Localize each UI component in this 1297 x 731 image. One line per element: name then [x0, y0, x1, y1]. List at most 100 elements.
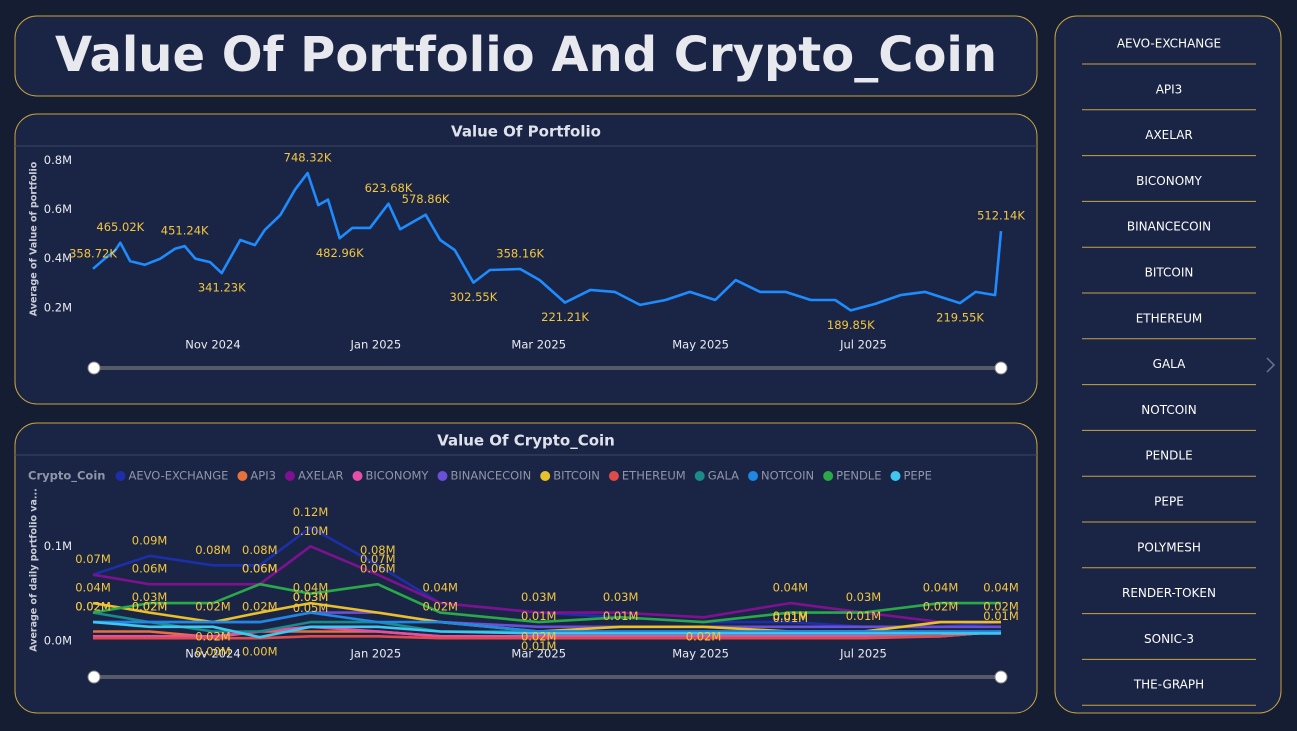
legend-label[interactable]: AXELAR: [298, 469, 344, 483]
slider-handle[interactable]: [994, 361, 1008, 375]
data-label: 0.04M: [422, 581, 458, 595]
data-label: 0.07M: [75, 552, 111, 566]
chart-title: Value Of Portfolio: [451, 123, 601, 141]
chevron[interactable]: [1266, 357, 1276, 373]
legend-title: Crypto_Coin: [28, 469, 105, 484]
title-panel: [14, 15, 1038, 97]
legend-swatch: [748, 471, 759, 481]
legend-label[interactable]: BICONOMY: [365, 469, 429, 483]
x-tick-label: Jan 2025: [350, 338, 402, 352]
slider-handle[interactable]: [87, 670, 101, 684]
data-label: 623.68K: [365, 181, 413, 195]
x-tick-label: May 2025: [672, 647, 729, 661]
data-label: 465.02K: [96, 220, 144, 234]
data-label: 0.02M: [923, 600, 959, 614]
slider-handle[interactable]: [87, 361, 101, 375]
slicer-item[interactable]: PENDLE: [1145, 449, 1192, 463]
data-label: 0.02M: [521, 630, 557, 644]
legend-label[interactable]: PENDLE: [836, 469, 881, 483]
data-label: 0.02M: [75, 600, 111, 614]
y-axis-label: Average of daily portfolio va...: [29, 488, 40, 651]
slicer-item[interactable]: NOTCOIN: [1141, 403, 1196, 417]
data-label: 0.01M: [521, 609, 557, 623]
data-line: [92, 545, 1001, 624]
data-line: [93, 630, 1002, 640]
legend-label[interactable]: AEVO-EXCHANGE: [128, 469, 228, 483]
data-label: 0.04M: [773, 581, 809, 595]
data-label: 0.06M: [132, 562, 168, 576]
data-label: 512.14K: [977, 209, 1025, 223]
y-tick-label: 0.1M: [44, 539, 72, 553]
data-label: 0.02M: [686, 630, 722, 644]
x-tick-label: Mar 2025: [511, 647, 566, 661]
legend-label[interactable]: API3: [250, 469, 276, 483]
data-label: 0.02M: [195, 600, 231, 614]
slicer-item[interactable]: SONIC-3: [1144, 632, 1194, 646]
legend-swatch: [694, 471, 705, 481]
data-label: 221.21K: [541, 310, 589, 324]
legend-label[interactable]: PEPE: [903, 469, 931, 483]
data-label: 0.08M: [242, 543, 278, 557]
data-label: 0.04M: [293, 581, 329, 595]
data-label: 358.72K: [69, 246, 117, 260]
x-tick-label: Nov 2024: [185, 338, 240, 352]
legend-label[interactable]: BITCOIN: [553, 469, 600, 483]
data-line: [92, 620, 1001, 639]
legend-swatch: [540, 471, 551, 481]
data-label: 0.04M: [923, 581, 959, 595]
chart-panel: [14, 113, 1038, 405]
data-label: 0.01M: [773, 611, 809, 625]
slicer-panel: [1054, 15, 1282, 714]
data-label: 0.03M: [846, 590, 882, 604]
legend-swatch: [284, 471, 295, 481]
slicer-item[interactable]: ETHEREUM: [1136, 311, 1203, 325]
slicer-item[interactable]: BICONOMY: [1136, 174, 1202, 188]
slicer-item[interactable]: GALA: [1153, 357, 1186, 371]
legend-swatch: [237, 471, 248, 481]
slider-handle[interactable]: [994, 670, 1008, 684]
data-label: 0.07M: [360, 552, 396, 566]
data-label: 0.02M: [983, 600, 1019, 614]
data-label: 0.06M: [242, 562, 278, 576]
slicer-item[interactable]: BITCOIN: [1145, 266, 1194, 280]
legend-swatch: [352, 471, 363, 481]
data-line: [93, 611, 1001, 633]
data-label: 0.01M: [983, 609, 1019, 623]
legend-label[interactable]: GALA: [708, 469, 739, 483]
data-label: 578.86K: [402, 192, 450, 206]
legend-label[interactable]: BINANCECOIN: [450, 469, 531, 483]
slicer-item[interactable]: POLYMESH: [1137, 540, 1201, 554]
legend-label[interactable]: NOTCOIN: [761, 469, 814, 483]
data-label: 0.03M: [132, 590, 168, 604]
data-label: 748.32K: [284, 151, 332, 165]
data-label: 0.02M: [195, 630, 231, 644]
slicer-item[interactable]: API3: [1156, 82, 1183, 96]
data-label: 0.00M: [195, 645, 231, 659]
x-tick-label: Jan 2025: [350, 647, 402, 661]
data-line: [92, 582, 1001, 624]
data-label: 0.02M: [75, 600, 111, 614]
x-tick-label: Jul 2025: [839, 647, 887, 661]
y-tick-label: 0.8M: [44, 153, 72, 167]
y-axis-label: Average of Value of portfolio: [29, 161, 40, 316]
data-label: 451.24K: [161, 224, 209, 238]
legend-swatch: [437, 471, 448, 481]
slicer-item[interactable]: PEPE: [1154, 495, 1184, 509]
legend-label[interactable]: ETHEREUM: [622, 469, 686, 483]
data-label: 0.03M: [293, 590, 329, 604]
data-label: 219.55K: [936, 311, 984, 325]
slicer-item[interactable]: AXELAR: [1145, 128, 1193, 142]
slicer-item[interactable]: BINANCECOIN: [1127, 220, 1211, 234]
data-label: 0.04M: [983, 581, 1019, 595]
slicer-item[interactable]: RENDER-TOKEN: [1122, 586, 1216, 600]
data-label: 0.02M: [242, 600, 278, 614]
data-label: 341.23K: [198, 281, 246, 295]
y-tick-label: 0.2M: [44, 300, 72, 314]
legend-swatch: [115, 471, 126, 481]
data-label: 0.01M: [846, 609, 882, 623]
slicer-item[interactable]: THE-GRAPH: [1133, 678, 1204, 692]
slicer-item[interactable]: AEVO-EXCHANGE: [1117, 37, 1221, 51]
x-tick-label: Jul 2025: [839, 338, 887, 352]
